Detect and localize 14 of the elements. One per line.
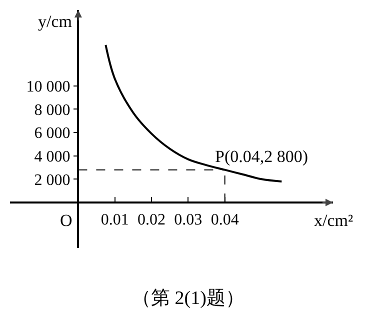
y-tick-label: 8 000 — [34, 102, 70, 119]
x-tick-label: 0.04 — [210, 211, 239, 228]
y-tick-label: 10 000 — [26, 78, 70, 96]
annotation: O — [60, 211, 72, 230]
annotation: P(0.04,2 800) — [215, 147, 308, 166]
x-tick-label: 0.02 — [138, 211, 166, 228]
y-tick-label: 2 000 — [34, 172, 70, 189]
x-tick-label: 0.01 — [100, 211, 129, 228]
x-axis-title: x/cm² — [314, 211, 354, 230]
y-tick-label: 4 000 — [34, 148, 70, 166]
x-tick-label: 0.03 — [174, 211, 202, 228]
text: （第 2(1)题） — [132, 288, 244, 309]
y-tick-label: 6 000 — [34, 125, 70, 142]
y-axis-title: y/cm — [38, 12, 72, 31]
